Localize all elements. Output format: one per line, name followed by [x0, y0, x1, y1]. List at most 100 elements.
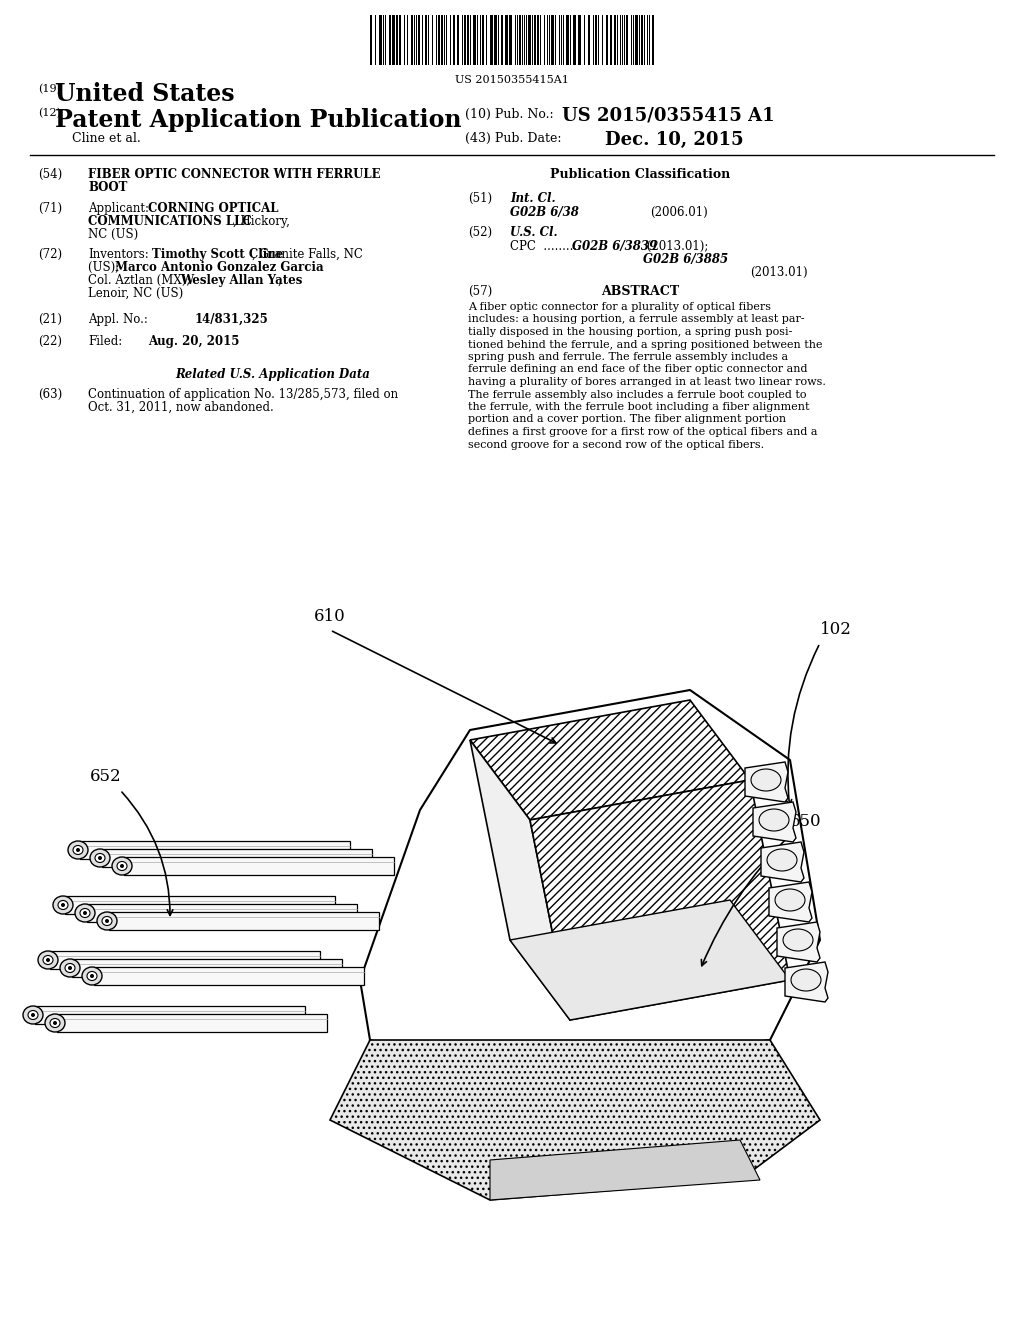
- Polygon shape: [80, 841, 350, 859]
- Bar: [473, 15, 476, 65]
- Bar: [494, 15, 497, 65]
- Polygon shape: [510, 900, 790, 1020]
- Text: Continuation of application No. 13/285,573, filed on: Continuation of application No. 13/285,5…: [88, 388, 398, 401]
- Text: Aug. 20, 2015: Aug. 20, 2015: [148, 335, 240, 348]
- Text: Col. Aztlan (MX);: Col. Aztlan (MX);: [88, 275, 195, 286]
- Ellipse shape: [45, 1014, 65, 1032]
- Ellipse shape: [50, 1019, 60, 1027]
- Text: tioned behind the ferrule, and a spring positioned between the: tioned behind the ferrule, and a spring …: [468, 339, 822, 350]
- Ellipse shape: [751, 770, 781, 791]
- Bar: [588, 15, 590, 65]
- Text: 102: 102: [820, 620, 852, 638]
- Text: Cline et al.: Cline et al.: [72, 132, 140, 145]
- Polygon shape: [72, 960, 342, 977]
- Bar: [578, 15, 581, 65]
- Ellipse shape: [61, 903, 65, 907]
- Bar: [573, 15, 575, 65]
- Text: Publication Classification: Publication Classification: [550, 168, 730, 181]
- Text: COMMUNICATIONS LLC: COMMUNICATIONS LLC: [88, 215, 252, 228]
- Bar: [418, 15, 420, 65]
- Text: Filed:: Filed:: [88, 335, 122, 348]
- Ellipse shape: [90, 974, 94, 978]
- Bar: [652, 15, 654, 65]
- Polygon shape: [102, 849, 372, 867]
- Bar: [505, 15, 508, 65]
- Ellipse shape: [60, 960, 80, 977]
- Bar: [438, 15, 440, 65]
- Polygon shape: [470, 700, 750, 820]
- Polygon shape: [109, 912, 379, 931]
- Ellipse shape: [83, 911, 87, 915]
- Ellipse shape: [87, 972, 97, 981]
- Text: The ferrule assembly also includes a ferrule boot coupled to: The ferrule assembly also includes a fer…: [468, 389, 807, 400]
- Text: defines a first groove for a first row of the optical fibers and a: defines a first groove for a first row o…: [468, 426, 817, 437]
- Text: (US);: (US);: [88, 261, 123, 275]
- Bar: [411, 15, 413, 65]
- Text: , Hickory,: , Hickory,: [233, 215, 290, 228]
- Bar: [464, 15, 466, 65]
- Polygon shape: [87, 904, 357, 921]
- Text: (71): (71): [38, 202, 62, 215]
- Bar: [566, 15, 569, 65]
- Bar: [519, 15, 521, 65]
- Polygon shape: [470, 741, 570, 1020]
- Text: 14/831,325: 14/831,325: [195, 313, 268, 326]
- Ellipse shape: [775, 888, 805, 911]
- Bar: [626, 15, 628, 65]
- Bar: [389, 15, 391, 65]
- Text: U.S. Cl.: U.S. Cl.: [510, 226, 558, 239]
- Text: G02B 6/3839: G02B 6/3839: [572, 240, 657, 253]
- Ellipse shape: [38, 950, 58, 969]
- Bar: [509, 15, 512, 65]
- Ellipse shape: [23, 1006, 43, 1024]
- Text: includes: a housing portion, a ferrule assembly at least par-: includes: a housing portion, a ferrule a…: [468, 314, 805, 325]
- Ellipse shape: [43, 956, 53, 965]
- Text: (2006.01): (2006.01): [650, 206, 708, 219]
- Polygon shape: [777, 921, 820, 962]
- Ellipse shape: [117, 862, 127, 870]
- Text: (19): (19): [38, 84, 61, 94]
- Ellipse shape: [75, 904, 95, 921]
- Ellipse shape: [46, 958, 50, 962]
- Polygon shape: [35, 1006, 305, 1024]
- Ellipse shape: [783, 929, 813, 950]
- Text: (21): (21): [38, 313, 62, 326]
- Text: (52): (52): [468, 226, 493, 239]
- Bar: [614, 15, 616, 65]
- Bar: [534, 15, 536, 65]
- Polygon shape: [124, 857, 394, 875]
- Text: Inventors:: Inventors:: [88, 248, 148, 261]
- Text: ABSTRACT: ABSTRACT: [601, 285, 679, 298]
- Ellipse shape: [58, 900, 68, 909]
- Bar: [399, 15, 401, 65]
- Polygon shape: [785, 962, 828, 1002]
- Text: spring push and ferrule. The ferrule assembly includes a: spring push and ferrule. The ferrule ass…: [468, 352, 788, 362]
- Bar: [635, 15, 638, 65]
- Ellipse shape: [31, 1012, 35, 1016]
- Ellipse shape: [95, 854, 105, 862]
- Bar: [396, 15, 398, 65]
- Bar: [392, 15, 395, 65]
- Ellipse shape: [76, 847, 80, 851]
- Polygon shape: [769, 882, 812, 921]
- Text: US 20150355415A1: US 20150355415A1: [455, 75, 569, 84]
- Bar: [370, 15, 372, 65]
- Text: FIBER OPTIC CONNECTOR WITH FERRULE: FIBER OPTIC CONNECTOR WITH FERRULE: [88, 168, 381, 181]
- Text: (22): (22): [38, 335, 62, 348]
- Ellipse shape: [28, 1011, 38, 1019]
- Text: portion and a cover portion. The fiber alignment portion: portion and a cover portion. The fiber a…: [468, 414, 786, 425]
- Text: Lenoir, NC (US): Lenoir, NC (US): [88, 286, 183, 300]
- Ellipse shape: [53, 1020, 57, 1026]
- Text: (63): (63): [38, 388, 62, 401]
- Ellipse shape: [80, 908, 90, 917]
- Bar: [482, 15, 484, 65]
- Text: United States: United States: [55, 82, 234, 106]
- Text: NC (US): NC (US): [88, 228, 138, 242]
- Text: (57): (57): [468, 285, 493, 298]
- Text: Appl. No.:: Appl. No.:: [88, 313, 147, 326]
- Text: (51): (51): [468, 191, 493, 205]
- Text: BOOT: BOOT: [88, 181, 127, 194]
- Bar: [457, 15, 459, 65]
- Ellipse shape: [82, 968, 102, 985]
- Text: having a plurality of bores arranged in at least two linear rows.: having a plurality of bores arranged in …: [468, 378, 826, 387]
